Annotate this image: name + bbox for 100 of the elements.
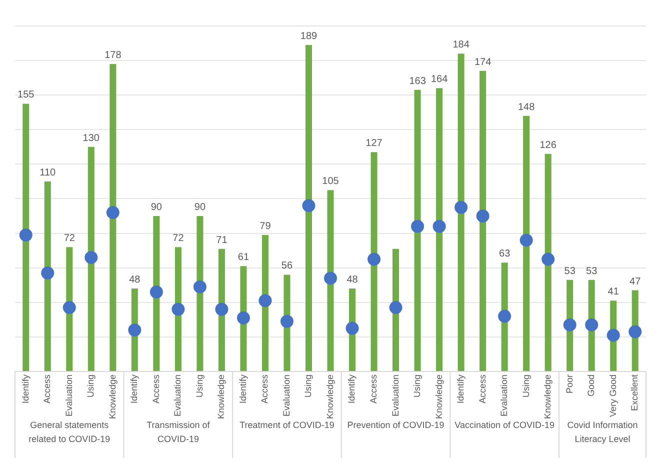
point (585, 318, 598, 332)
point (106, 206, 120, 220)
point (520, 234, 533, 247)
text: Vaccination of COVID-19 (454, 420, 555, 430)
point (84, 250, 98, 264)
x-tick-label: Identify (456, 374, 466, 404)
point (628, 325, 642, 338)
data-label: 90 (150, 202, 162, 214)
x-tick-label: Identify (238, 374, 248, 404)
point (19, 228, 32, 242)
point (411, 220, 424, 233)
bar (44, 181, 51, 371)
bar (480, 70, 486, 371)
text: Prevention of COVID-19 (347, 420, 444, 430)
point (476, 210, 490, 223)
data-label: 184 (452, 40, 470, 51)
bar (327, 190, 334, 371)
data-label: 105 (322, 176, 340, 188)
x-tick-label: Evaluation (390, 374, 400, 416)
x-tick-label: Using (412, 374, 422, 398)
data-label: 79 (260, 221, 272, 232)
x-tick-label: Knowledge (107, 374, 118, 420)
point (324, 272, 337, 285)
x-tick-label: Knowledge (216, 374, 226, 420)
x-tick-label: Evaluation (172, 374, 183, 416)
bar (305, 45, 312, 371)
data-label: 72 (172, 233, 184, 244)
data-label: 127 (366, 138, 383, 150)
point (498, 310, 512, 323)
point (606, 328, 620, 342)
x-tick-label: Excellent (630, 374, 640, 411)
x-tick-label: Poor (564, 374, 574, 394)
data-label: 126 (540, 140, 557, 151)
bar (110, 64, 116, 371)
bar (370, 152, 378, 371)
point (563, 318, 576, 332)
bar (88, 146, 94, 371)
point (215, 302, 228, 316)
bar (414, 90, 421, 371)
bar (436, 88, 443, 371)
x-tick-label: Knowledge (542, 374, 553, 420)
bar (22, 104, 30, 371)
data-label: 155 (18, 90, 35, 101)
point (193, 280, 206, 294)
x-tick-label: Using (86, 374, 96, 398)
data-label: 47 (630, 276, 642, 288)
x-tick-label: Very Good (608, 374, 618, 417)
point (389, 301, 402, 314)
bar (458, 54, 464, 371)
data-label: 53 (564, 266, 576, 277)
point (542, 252, 555, 266)
bar (196, 216, 204, 371)
point (368, 252, 381, 266)
x-tick-label: Access (42, 374, 52, 404)
x-tick-label: Evaluation (281, 374, 292, 416)
point (258, 294, 272, 308)
data-label: 56 (281, 260, 293, 272)
data-label: 148 (518, 102, 536, 113)
point (128, 324, 142, 337)
data-label: 90 (194, 202, 206, 214)
text: Covid Information Literacy Level (567, 420, 638, 444)
bar (153, 216, 160, 371)
data-label: 41 (608, 286, 620, 298)
point (346, 322, 359, 335)
bar (544, 154, 552, 371)
point (62, 301, 76, 314)
point (172, 302, 185, 316)
data-label: 48 (346, 274, 358, 286)
data-label: 110 (40, 167, 56, 178)
x-tick-label: Evaluation (64, 374, 74, 416)
x-tick-label: Using (303, 374, 314, 398)
point (236, 311, 250, 324)
point (41, 266, 54, 280)
data-label: 178 (104, 50, 122, 61)
x-tick-label: Identify (129, 374, 140, 404)
x-tick-label: Identify (20, 374, 30, 404)
data-label: 63 (499, 248, 511, 260)
data-label: 71 (216, 234, 228, 246)
data-label: 130 (82, 132, 100, 144)
text: Treatment of COVID-19 (240, 420, 334, 430)
bar (523, 116, 530, 371)
x-tick-label: Access (477, 374, 488, 404)
data-label: 72 (64, 233, 76, 244)
data-label: 48 (129, 274, 141, 286)
x-tick-label: Knowledge (434, 374, 444, 420)
bar (262, 235, 268, 371)
x-tick-label: Access (260, 374, 270, 404)
point (150, 286, 163, 299)
point (280, 314, 294, 328)
x-tick-label: Using (520, 374, 531, 398)
x-tick-label: Knowledge (324, 374, 335, 420)
x-tick-label: Access (368, 374, 378, 404)
data-label: 61 (238, 252, 250, 264)
text: Transmission of COVID-19 (146, 420, 210, 444)
x-tick-label: Identify (346, 374, 357, 404)
data-label: 163 (409, 76, 426, 87)
point (302, 199, 316, 212)
x-tick-label: Good (586, 374, 596, 396)
x-tick-label: Evaluation (499, 374, 510, 416)
text: General statements related to COVID-19 (28, 420, 110, 444)
